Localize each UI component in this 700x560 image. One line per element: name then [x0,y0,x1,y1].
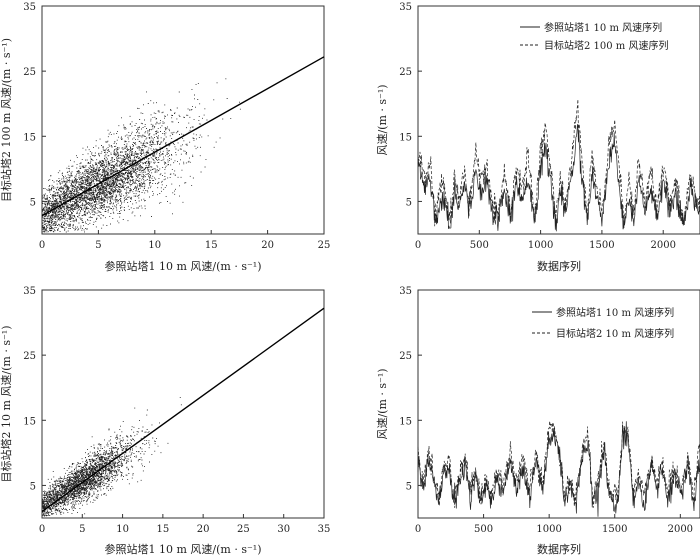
y-tick-label: 25 [399,67,412,78]
x-tick-label: 2000 [668,524,693,535]
legend-label: 目标站塔2 10 m 风速序列 [556,327,674,340]
y-tick-label: 5 [30,481,36,492]
x-axis-label: 参照站塔1 10 m 风速/(m · s⁻¹) [105,259,262,273]
x-tick-label: 10 [148,240,161,251]
x-axis-label: 参照站塔1 10 m 风速/(m · s⁻¹) [105,542,262,556]
x-tick-label: 1000 [536,524,561,535]
x-tick-label: 1500 [602,524,627,535]
y-axis-label: 目标站塔2 10 m 风速/(m · s⁻¹) [0,326,13,483]
legend-label: 参照站塔1 10 m 风速序列 [556,306,674,319]
scatter-100m-panel: 0 5 10 15 20 25 5 15 25 35 参照站塔1 10 m 风速/(m · s⁻¹… [0,2,330,273]
y-axis-label: 风速/(m · s⁻¹) [376,84,389,155]
y-tick-label: 15 [399,132,412,143]
x-tick-label: 20 [197,524,210,535]
legend-label: 参照站塔1 10 m 风速序列 [544,21,662,34]
legend-label: 目标站塔2 100 m 风速序列 [544,39,668,52]
x-tick-label: 2000 [650,240,675,251]
axes: 0 5 10 15 20 25 30 35 5 15 25 35 [23,286,330,535]
y-tick-label: 5 [406,481,412,492]
plot-frame [41,5,325,235]
y-tick-label: 35 [399,286,412,297]
series-line-dashed [417,99,700,228]
x-axis-label: 数据序列 [537,542,581,556]
x-tick-label: 0 [415,240,421,251]
y-tick-label: 35 [23,286,36,297]
y-tick-label: 15 [23,132,36,143]
y-tick-label: 25 [23,67,36,78]
x-tick-label: 500 [474,524,493,535]
legend: 参照站塔1 10 m 风速序列 目标站塔2 10 m 风速序列 [532,306,674,340]
series-line-dashed [417,420,700,508]
x-tick-label: 25 [237,524,250,535]
scatter-points [41,56,325,233]
scatter-points [41,307,325,517]
series-100m-panel: 0 500 1000 1500 2000 5 15 25 35 数据序列 风速/(m · s⁻¹… [376,2,700,273]
axes: 0 5 10 15 20 25 5 15 25 35 [23,2,330,251]
fit-line [41,307,325,513]
series-10m-panel: 0 500 1000 1500 2000 5 15 25 35 数据序列 风速/(m · s⁻¹… [376,286,700,556]
x-tick-label: 15 [205,240,218,251]
series-lines [417,99,700,232]
x-tick-label: 1000 [528,240,553,251]
x-tick-label: 35 [318,524,331,535]
series-line-solid [417,124,700,232]
axes: 0 500 1000 1500 2000 5 15 25 35 [399,2,676,251]
x-tick-label: 10 [116,524,129,535]
y-tick-label: 15 [399,416,412,427]
y-axis-label: 目标站塔2 100 m 风速/(m · s⁻¹) [0,38,13,202]
y-tick-label: 25 [399,351,412,362]
x-tick-label: 5 [79,524,85,535]
x-tick-label: 30 [277,524,290,535]
y-tick-label: 5 [406,197,412,208]
x-tick-label: 0 [39,524,45,535]
scatter-point-cloud [42,78,241,233]
x-tick-label: 15 [156,524,169,535]
axes: 0 500 1000 1500 2000 5 15 25 35 [399,286,693,535]
y-tick-label: 35 [399,2,412,13]
x-tick-label: 5 [95,240,101,251]
scatter-point-cloud [42,397,182,517]
plot-frame [417,5,700,235]
y-axis-label: 风速/(m · s⁻¹) [376,368,389,439]
scatter-10m-panel: 0 5 10 15 20 25 30 35 5 15 25 35 参照站塔1 10 m 风速/(m ·… [0,286,330,556]
x-tick-label: 0 [39,240,45,251]
x-tick-label: 0 [415,524,421,535]
x-tick-label: 500 [470,240,489,251]
fit-line [41,56,325,217]
legend: 参照站塔1 10 m 风速序列 目标站塔2 100 m 风速序列 [520,21,668,52]
y-tick-label: 15 [23,416,36,427]
x-tick-label: 25 [318,240,331,251]
y-tick-label: 25 [23,351,36,362]
x-axis-label: 数据序列 [537,259,581,273]
x-tick-label: 20 [261,240,274,251]
y-tick-label: 5 [30,197,36,208]
x-tick-label: 1500 [589,240,614,251]
plot-frame [417,289,700,519]
y-tick-label: 35 [23,2,36,13]
plot-frame [41,289,325,519]
series-lines [417,420,700,517]
